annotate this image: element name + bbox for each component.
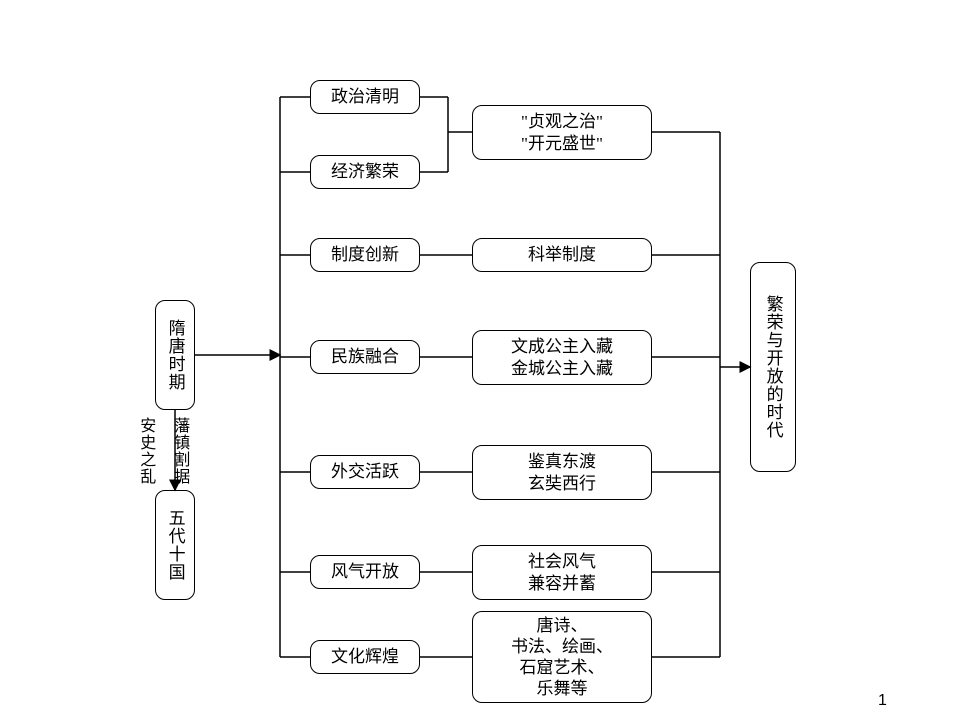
node-m6-label: 风气开放 [331,561,399,582]
node-d7: 唐诗、 书法、绘画、 石窟艺术、 乐舞等 [472,611,652,703]
node-d3-label: 科举制度 [528,244,596,265]
node-m7-label: 文化辉煌 [331,646,399,667]
annotation-left: 安史之乱 [136,417,155,485]
node-m7: 文化辉煌 [310,640,420,674]
node-m2-label: 经济繁荣 [331,161,399,182]
node-m4: 民族融合 [310,340,420,374]
node-m5: 外交活跃 [310,455,420,489]
node-d4: 文成公主入藏 金城公主入藏 [472,330,652,385]
node-d7-label: 唐诗、 书法、绘画、 石窟艺术、 乐舞等 [511,615,613,700]
node-m4-label: 民族融合 [331,346,399,367]
node-m6: 风气开放 [310,555,420,589]
node-sub: 五代十国 [155,490,195,600]
node-m3-label: 制度创新 [331,244,399,265]
node-m3: 制度创新 [310,238,420,272]
page-number: 1 [878,692,887,710]
node-d1: "贞观之治" "开元盛世" [472,105,652,160]
node-m1: 政治清明 [310,80,420,114]
node-root: 隋唐时期 [155,300,195,410]
node-d3: 科举制度 [472,238,652,272]
node-d5: 鉴真东渡 玄奘西行 [472,445,652,500]
node-d5-label: 鉴真东渡 玄奘西行 [528,451,596,494]
node-d1-label: "贞观之治" "开元盛世" [521,111,603,154]
annotation-right: 藩镇割据 [170,417,189,485]
node-d6: 社会风气 兼容并蓄 [472,545,652,600]
node-root-label: 隋唐时期 [164,319,185,391]
node-sub-label: 五代十国 [164,509,185,581]
node-final: 繁荣与开放的时代 [750,262,796,472]
node-m5-label: 外交活跃 [331,461,399,482]
node-d6-label: 社会风气 兼容并蓄 [528,551,596,594]
node-d4-label: 文成公主入藏 金城公主入藏 [511,336,613,379]
node-m1-label: 政治清明 [331,86,399,107]
node-m2: 经济繁荣 [310,155,420,189]
node-final-label: 繁荣与开放的时代 [762,295,783,439]
